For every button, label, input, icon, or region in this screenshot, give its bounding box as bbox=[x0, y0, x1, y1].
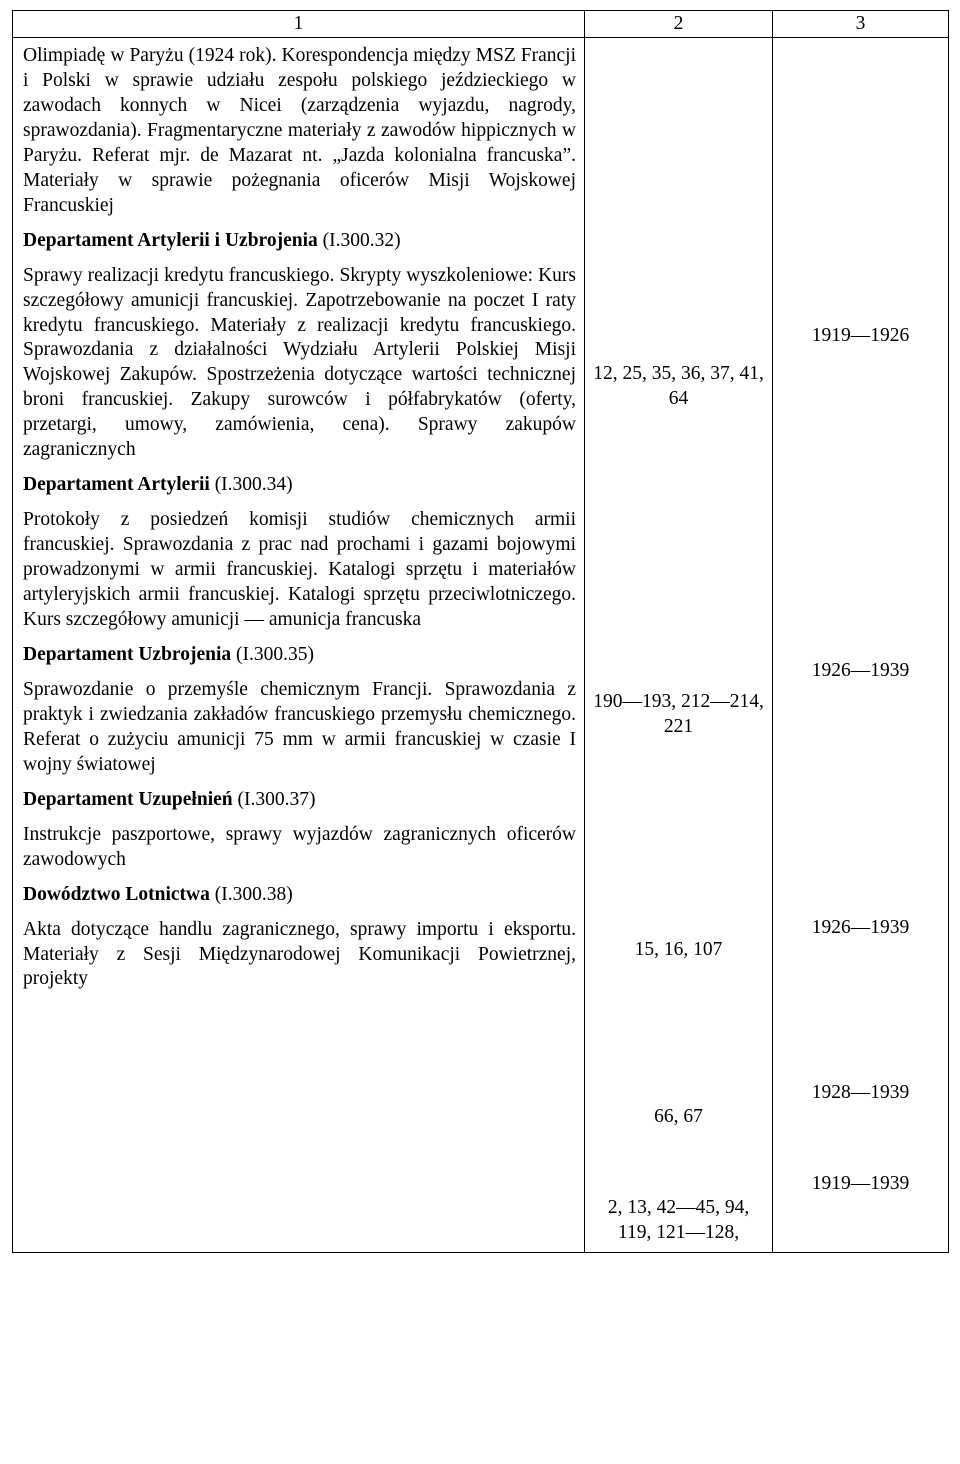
intro-paragraph: Olimpiadę w Paryżu (1924 rok). Korespond… bbox=[23, 44, 576, 219]
heading-suffix-4: (I.300.38) bbox=[210, 884, 293, 905]
section-heading-0: Departament Artylerii i Uzbrojenia (I.30… bbox=[23, 229, 576, 254]
years-column: 1919—1926 1926—1939 1926—1939 1928—1939 … bbox=[773, 38, 949, 1253]
heading-bold-3: Departament Uzupełnień bbox=[23, 789, 233, 810]
heading-bold-2: Departament Uzbrojenia bbox=[23, 644, 231, 665]
heading-suffix-3: (I.300.37) bbox=[233, 789, 316, 810]
years-spacer-c bbox=[777, 941, 944, 1081]
header-row: 1 2 3 bbox=[13, 11, 949, 38]
refs-spacer-d bbox=[589, 1140, 768, 1196]
section-body-2: Sprawozdanie o przemyśle chemicznym Fran… bbox=[23, 678, 576, 778]
years-1: 1926—1939 bbox=[777, 659, 944, 684]
refs-3: 66, 67 bbox=[589, 1105, 768, 1130]
header-col-2: 2 bbox=[585, 11, 773, 38]
section-heading-4: Dowództwo Lotnictwa (I.300.38) bbox=[23, 883, 576, 908]
heading-bold-4: Dowództwo Lotnictwa bbox=[23, 884, 210, 905]
refs-4: 2, 13, 42—45, 94, 119, 121—128, bbox=[589, 1196, 768, 1246]
heading-suffix-1: (I.300.34) bbox=[210, 474, 293, 495]
section-body-1: Protokoły z posiedzeń komisji studiów ch… bbox=[23, 508, 576, 633]
heading-suffix-2: (I.300.35) bbox=[231, 644, 314, 665]
refs-2: 15, 16, 107 bbox=[589, 938, 768, 963]
text-column: Olimpiadę w Paryżu (1924 rok). Korespond… bbox=[13, 38, 585, 1253]
header-col-3: 3 bbox=[773, 11, 949, 38]
refs-spacer-b bbox=[589, 750, 768, 938]
section-heading-3: Departament Uzupełnień (I.300.37) bbox=[23, 788, 576, 813]
section-heading-1: Departament Artylerii (I.300.34) bbox=[23, 473, 576, 498]
heading-suffix-0: (I.300.32) bbox=[318, 230, 401, 251]
years-3: 1928—1939 bbox=[777, 1081, 944, 1106]
section-body-0: Sprawy realizacji kredytu francuskiego. … bbox=[23, 264, 576, 464]
heading-bold-1: Departament Artylerii bbox=[23, 474, 210, 495]
section-body-3: Instrukcje paszportowe, sprawy wyjazdów … bbox=[23, 823, 576, 873]
refs-spacer-intro bbox=[589, 44, 768, 362]
years-spacer-b bbox=[777, 684, 944, 916]
years-2: 1926—1939 bbox=[777, 916, 944, 941]
header-col-1: 1 bbox=[13, 11, 585, 38]
years-0: 1919—1926 bbox=[777, 324, 944, 349]
section-heading-2: Departament Uzbrojenia (I.300.35) bbox=[23, 643, 576, 668]
refs-spacer-a bbox=[589, 422, 768, 690]
years-spacer-intro bbox=[777, 44, 944, 324]
body-row: Olimpiadę w Paryżu (1924 rok). Korespond… bbox=[13, 38, 949, 1253]
years-spacer-a bbox=[777, 349, 944, 659]
refs-0: 12, 25, 35, 36, 37, 41, 64 bbox=[589, 362, 768, 412]
document-table: 1 2 3 Olimpiadę w Paryżu (1924 rok). Kor… bbox=[12, 10, 949, 1253]
years-spacer-d bbox=[777, 1106, 944, 1172]
section-body-4: Akta dotyczące handlu zagranicznego, spr… bbox=[23, 918, 576, 993]
refs-1: 190—193, 212—214, 221 bbox=[589, 690, 768, 740]
refs-spacer-c bbox=[589, 973, 768, 1105]
refs-column: 12, 25, 35, 36, 37, 41, 64 190—193, 212—… bbox=[585, 38, 773, 1253]
heading-bold-0: Departament Artylerii i Uzbrojenia bbox=[23, 230, 318, 251]
years-4: 1919—1939 bbox=[777, 1172, 944, 1197]
